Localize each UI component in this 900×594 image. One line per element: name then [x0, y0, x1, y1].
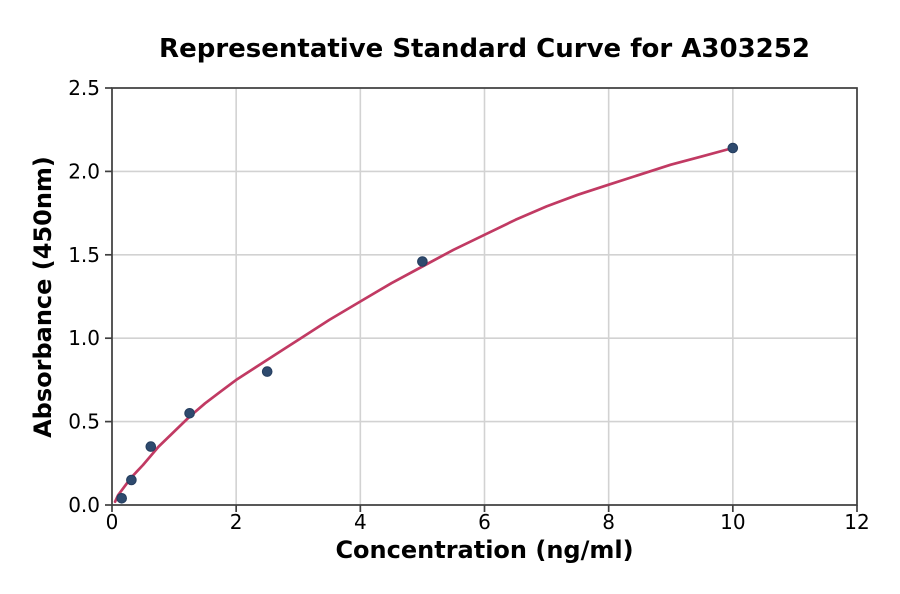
y-tick-label: 2.0: [68, 159, 100, 183]
fit-curve: [113, 146, 735, 504]
x-axis-label: Concentration (ng/ml): [335, 536, 634, 564]
y-tick-label: 1.5: [68, 243, 100, 267]
y-tick-label: 1.0: [68, 326, 100, 350]
y-tick-label: 0.0: [68, 493, 100, 517]
x-tick-label: 4: [354, 510, 367, 534]
x-tick-label: 10: [720, 510, 745, 534]
data-point: [126, 474, 137, 486]
data-point: [727, 142, 739, 154]
data-point: [261, 366, 273, 377]
x-tick-label: 2: [230, 510, 243, 534]
y-tick-label: 0.5: [68, 410, 100, 434]
y-tick-label: 2.5: [68, 76, 100, 100]
x-tick-label: 0: [106, 510, 119, 534]
x-tick-label: 6: [478, 510, 491, 534]
x-tick-label: 12: [844, 510, 869, 534]
data-point: [417, 256, 428, 267]
chart-title: Representative Standard Curve for A30325…: [159, 34, 810, 64]
data-point: [145, 441, 157, 452]
data-point: [116, 493, 127, 504]
x-tick-label: 8: [602, 510, 615, 534]
data-point: [184, 408, 195, 419]
